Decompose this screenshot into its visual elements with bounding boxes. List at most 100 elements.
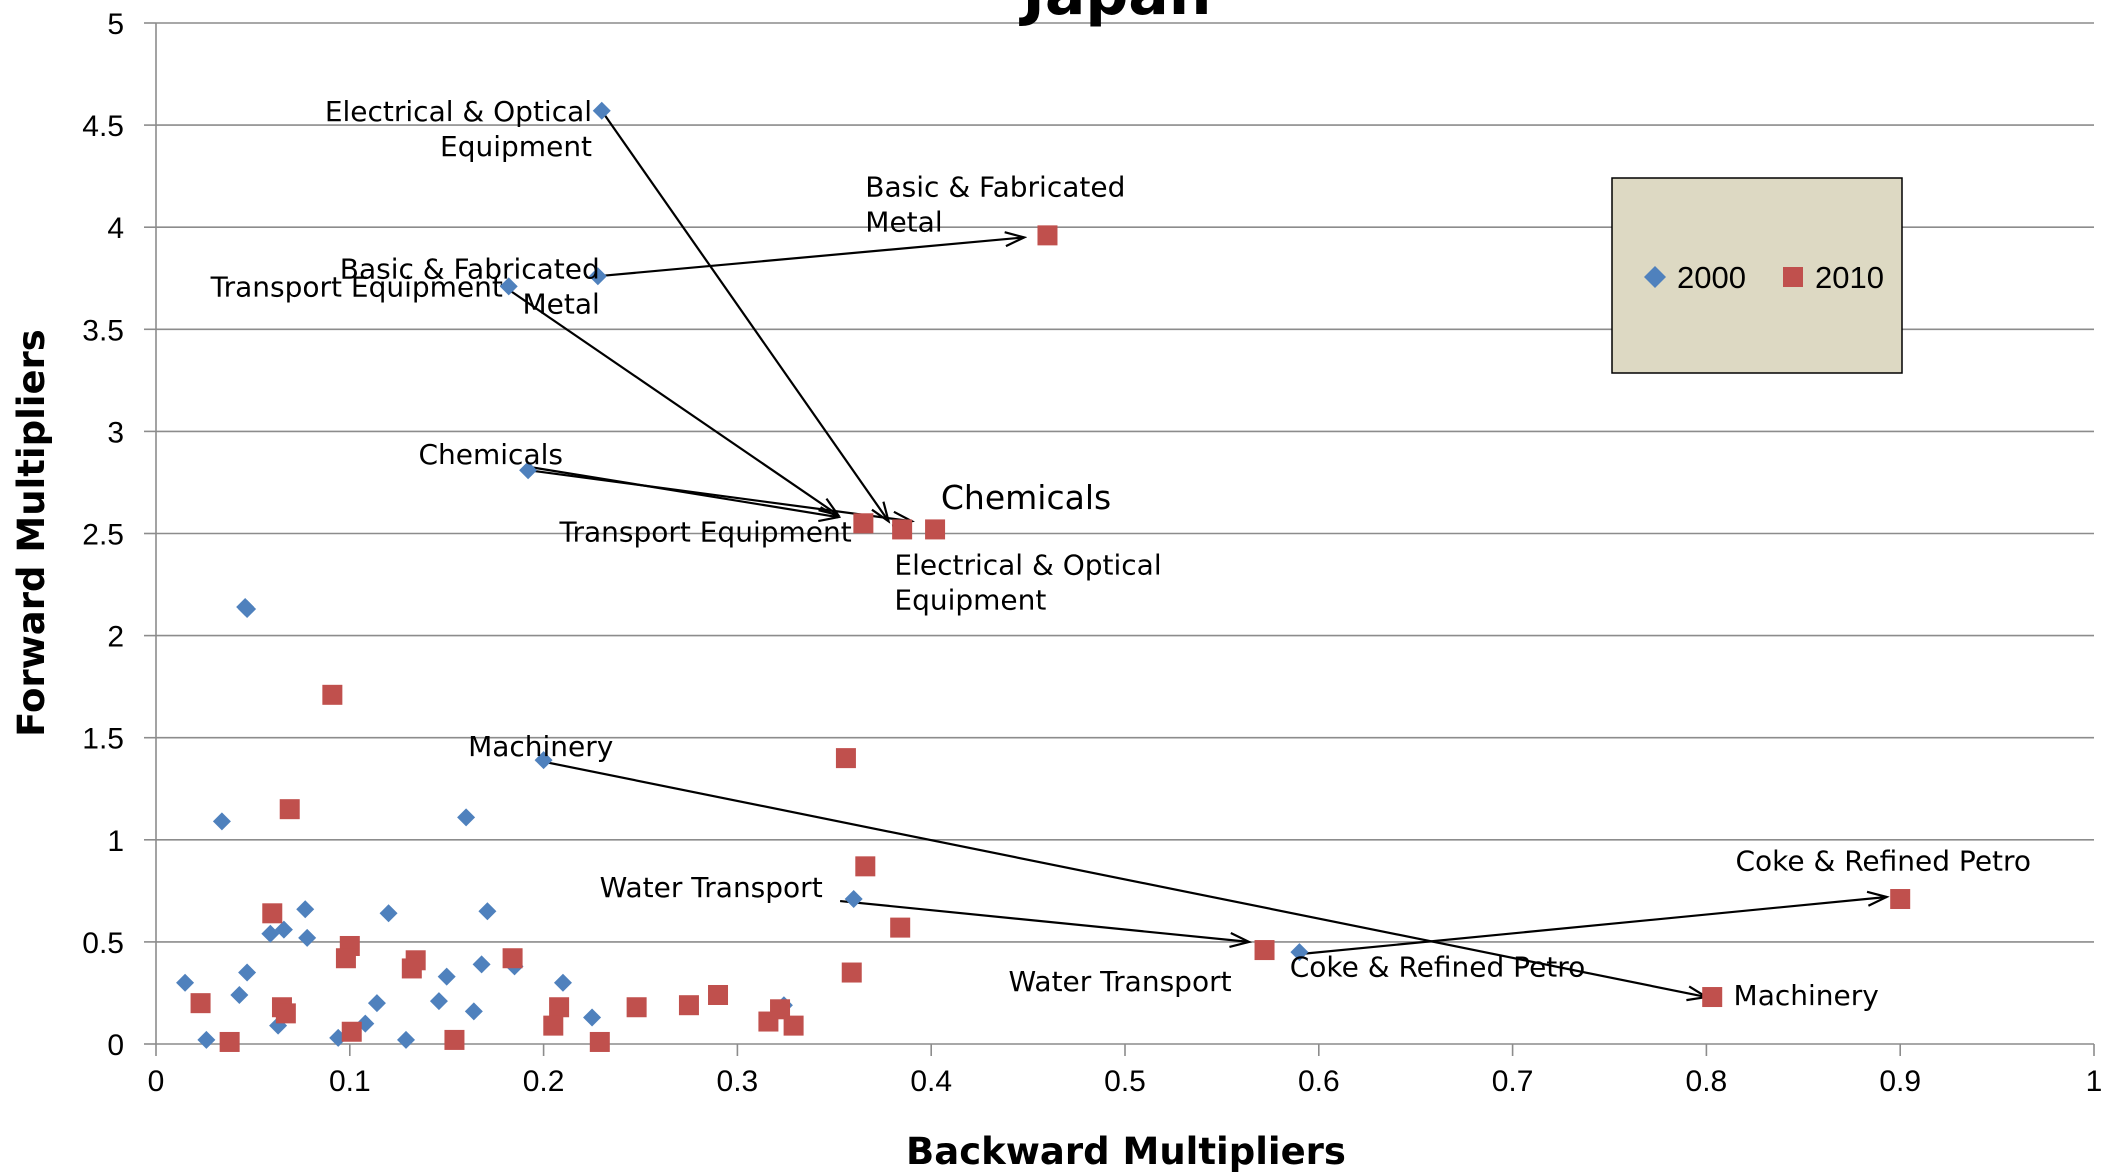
point-2000 — [296, 900, 315, 919]
y-tick-label: 3 — [107, 416, 124, 449]
point-2010 — [1890, 889, 1911, 910]
point-2010 — [1037, 225, 1058, 246]
y-tick-label: 2 — [107, 621, 124, 654]
point-2010 — [1702, 987, 1723, 1008]
point-2000 — [534, 751, 553, 770]
point-2010 — [275, 1003, 296, 1024]
point-2000 — [588, 267, 607, 286]
point-2000 — [437, 967, 456, 986]
y-tick-label: 3.5 — [82, 314, 124, 347]
point-2010 — [589, 1031, 610, 1052]
arrow-line — [840, 899, 1249, 942]
arrow-line — [500, 283, 838, 515]
legend-marker-2000 — [1644, 266, 1666, 288]
point-2010 — [783, 1015, 804, 1036]
point-2000 — [197, 1030, 216, 1049]
y-tick-label: 0 — [107, 1029, 124, 1062]
point-2010 — [853, 513, 874, 534]
x-tick-label: 0.6 — [1298, 1065, 1340, 1098]
point-2010 — [890, 917, 911, 938]
x-tick-label: 0.9 — [1879, 1065, 1921, 1098]
annotation-label: Machinery — [468, 730, 613, 763]
x-tick-label: 0.3 — [717, 1065, 759, 1098]
x-tick-label: 0.5 — [1104, 1065, 1146, 1098]
annotation-label: Coke & Refined Petro — [1290, 951, 1586, 984]
annotation-label: Chemicals — [418, 438, 563, 471]
legend-label-2000: 2000 — [1677, 260, 1746, 295]
point-2000 — [298, 928, 317, 947]
data-points — [176, 101, 1911, 1052]
arrows — [500, 110, 1887, 997]
point-2010 — [841, 962, 862, 983]
annotation-label: Electrical & Optical — [325, 95, 592, 128]
point-2000 — [499, 277, 518, 296]
point-2010 — [626, 997, 647, 1018]
x-tick-label: 1 — [2086, 1065, 2103, 1098]
point-2010 — [279, 799, 300, 820]
point-2000 — [176, 973, 195, 992]
point-2010 — [502, 948, 523, 969]
point-2000 — [379, 904, 398, 923]
point-2010 — [855, 856, 876, 877]
point-2010 — [341, 1021, 362, 1042]
point-2010 — [835, 748, 856, 769]
x-axis-title: Backward Multipliers — [906, 1130, 1346, 1172]
x-tick-label: 0 — [148, 1065, 165, 1098]
x-tick-label: 0.8 — [1686, 1065, 1728, 1098]
legend-label-2010: 2010 — [1815, 260, 1884, 295]
gridlines — [156, 22, 2094, 943]
arrow-line — [600, 110, 889, 521]
point-2000 — [519, 461, 538, 480]
point-2010 — [543, 1015, 564, 1036]
y-tick-label: 1.5 — [82, 723, 124, 756]
point-2000 — [478, 902, 497, 921]
point-2000 — [429, 992, 448, 1011]
y-tick-label: 2.5 — [82, 519, 124, 552]
point-2010 — [444, 1029, 465, 1050]
point-2010 — [708, 984, 729, 1005]
point-2000 — [592, 101, 611, 120]
legend: 2000 2010 — [1611, 177, 1903, 374]
x-tick-label: 0.7 — [1492, 1065, 1534, 1098]
x-tick-label: 0.2 — [523, 1065, 565, 1098]
point-2010 — [678, 995, 699, 1016]
point-2010 — [219, 1031, 240, 1052]
annotation-label: Basic & Fabricated — [340, 252, 600, 285]
annotation-label: Metal — [522, 287, 599, 320]
point-2010 — [1254, 940, 1275, 961]
point-2010 — [892, 519, 913, 540]
annotation-label: Water Transport — [600, 871, 823, 904]
y-tick-label: 5 — [107, 8, 124, 41]
annotation-label: Chemicals — [941, 478, 1111, 517]
annotation-label: Water Transport — [1009, 965, 1232, 998]
point-2010 — [925, 519, 946, 540]
point-2000 — [457, 808, 476, 827]
point-2000 — [212, 812, 231, 831]
axes: 0 0.5 1 1.5 2 2.5 3 3.5 4 4.5 5 0 0.1 0.2 0.3 0.4 0.5 0.6… — [82, 8, 2102, 1098]
x-tick-label: 0.4 — [910, 1065, 952, 1098]
y-tick-label: 4 — [107, 212, 124, 245]
y-tick-label: 0.5 — [82, 927, 124, 960]
point-2010 — [758, 1011, 779, 1032]
annotation-label: Electrical & Optical — [894, 548, 1161, 581]
point-2010 — [335, 948, 356, 969]
y-axis-title: Forward Multipliers — [10, 329, 53, 737]
point-2000 — [553, 973, 572, 992]
annotation-label: Transport Equipment — [558, 516, 851, 549]
annotation-label: Coke & Refined Petro — [1735, 844, 2031, 877]
annotation-label: Basic & Fabricated — [865, 171, 1125, 204]
annotation-label: Metal — [865, 206, 942, 239]
chart-title: Japan — [1019, 0, 1212, 29]
point-2000 — [367, 994, 386, 1013]
arrow-line — [1299, 897, 1886, 956]
point-2000 — [238, 963, 257, 982]
x-tick-label: 0.1 — [329, 1065, 371, 1098]
arrow-line — [535, 759, 1707, 997]
arrow-line — [527, 469, 912, 521]
y-tick-label: 4.5 — [82, 110, 124, 143]
point-2000 — [464, 1002, 483, 1021]
point-2010 — [549, 997, 570, 1018]
point-2000 — [230, 985, 249, 1004]
